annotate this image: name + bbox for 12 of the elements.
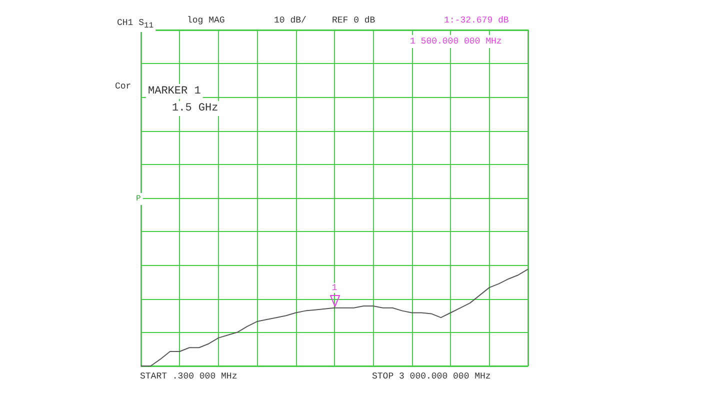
text: MARKER 1	[148, 86, 202, 98]
text: 1 500.000 000 MHz	[410, 36, 502, 46]
text: log MAG	[187, 16, 225, 26]
text: 1:-32.679 dB	[444, 16, 510, 26]
text: REF 0 dB	[332, 16, 376, 26]
text: Cor	[115, 82, 132, 92]
text: P	[136, 194, 141, 204]
text: START .300 000 MHz	[140, 372, 238, 382]
text: 1.5 GHz	[172, 102, 218, 114]
text: 10 dB/	[274, 16, 306, 26]
text: STOP 3 000.000 000 MHz	[372, 372, 491, 382]
annotation: 1	[328, 282, 340, 293]
